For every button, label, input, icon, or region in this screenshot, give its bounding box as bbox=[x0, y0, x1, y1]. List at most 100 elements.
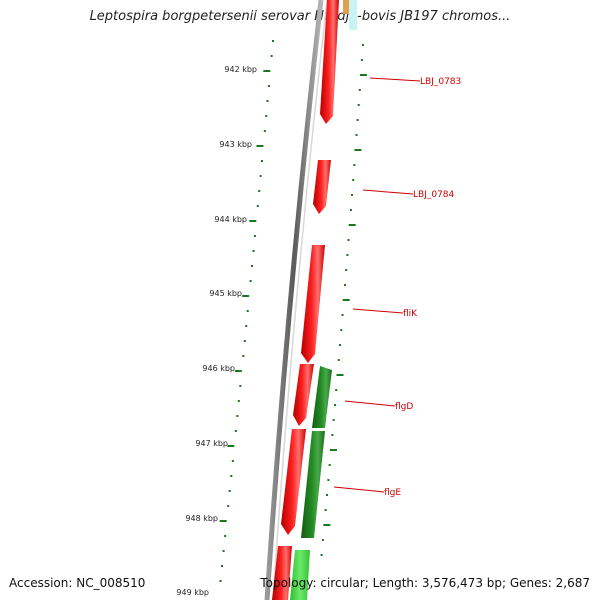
inner-minor-tick bbox=[222, 550, 225, 552]
inner-major-tick bbox=[227, 445, 235, 447]
inner-minor-tick bbox=[228, 490, 231, 492]
outer-major-tick bbox=[354, 149, 362, 151]
inner-minor-tick bbox=[251, 265, 253, 267]
outer-minor-tick bbox=[352, 179, 355, 181]
outer-minor-tick bbox=[334, 404, 336, 406]
outer-minor-tick bbox=[337, 359, 340, 361]
outer-minor-tick bbox=[347, 239, 350, 241]
leader-line-lbj0784 bbox=[362, 189, 414, 195]
outer-minor-tick bbox=[360, 59, 363, 61]
gene-label-lbj0783[interactable]: LBJ_0783 bbox=[420, 77, 461, 87]
top-marker-orange bbox=[343, 0, 349, 14]
chromosome-backbone-highlight bbox=[272, 0, 328, 600]
top-marker-cyan bbox=[349, 0, 357, 30]
kbp-label-944: 944 kbp bbox=[214, 215, 247, 224]
leader-line-flge bbox=[333, 486, 385, 493]
leader-line-lbj0783 bbox=[369, 77, 421, 82]
inner-minor-tick bbox=[221, 565, 223, 567]
kbp-label-947: 947 kbp bbox=[195, 439, 228, 448]
inner-major-tick bbox=[219, 520, 227, 522]
gene-feature-reverse-2[interactable] bbox=[301, 431, 325, 538]
gene-label-flik[interactable]: fliK bbox=[403, 309, 418, 319]
inner-minor-tick bbox=[272, 40, 274, 42]
inner-major-tick bbox=[234, 370, 242, 372]
outer-minor-tick bbox=[346, 254, 349, 256]
outer-minor-tick bbox=[331, 434, 334, 436]
inner-minor-tick bbox=[237, 400, 240, 402]
outer-minor-tick bbox=[326, 494, 328, 496]
inner-minor-tick bbox=[261, 160, 263, 162]
outer-minor-tick bbox=[339, 344, 341, 346]
inner-major-tick bbox=[256, 145, 264, 147]
inner-minor-tick bbox=[249, 280, 252, 282]
inner-minor-tick bbox=[224, 535, 227, 537]
inner-minor-tick bbox=[246, 310, 249, 312]
inner-minor-tick bbox=[236, 415, 239, 417]
inner-minor-tick bbox=[231, 460, 234, 462]
inner-minor-tick bbox=[230, 475, 233, 477]
chromosome-backbone bbox=[264, 0, 324, 600]
outer-minor-tick bbox=[321, 539, 324, 541]
gene-feature-flik[interactable] bbox=[301, 245, 325, 363]
outer-minor-tick bbox=[341, 314, 344, 316]
gene-feature-flge[interactable] bbox=[281, 429, 306, 535]
inner-minor-tick bbox=[239, 385, 242, 387]
leader-line-flik bbox=[352, 308, 404, 314]
inner-minor-tick bbox=[245, 325, 248, 327]
gene-feature-reverse-3[interactable] bbox=[290, 550, 310, 600]
inner-minor-tick bbox=[270, 55, 273, 57]
inner-minor-tick bbox=[219, 580, 222, 582]
accession-info: Accession: NC_008510 bbox=[9, 576, 146, 590]
outer-minor-tick bbox=[349, 209, 352, 211]
inner-major-tick bbox=[242, 295, 250, 297]
gene-feature-lbj0783[interactable] bbox=[320, 0, 339, 124]
outer-minor-tick bbox=[353, 164, 356, 166]
outer-minor-tick bbox=[345, 269, 348, 271]
outer-major-tick bbox=[359, 74, 367, 76]
inner-minor-tick bbox=[263, 130, 266, 132]
outer-minor-tick bbox=[357, 104, 360, 106]
gene-label-flge[interactable]: flgE bbox=[384, 488, 401, 498]
gene-feature-flgd[interactable] bbox=[293, 364, 314, 426]
gene-feature-reverse-1[interactable] bbox=[312, 366, 332, 428]
kbp-label-942: 942 kbp bbox=[224, 65, 257, 74]
outer-minor-tick bbox=[320, 554, 323, 556]
inner-minor-tick bbox=[256, 205, 259, 207]
outer-minor-tick bbox=[351, 194, 353, 196]
kbp-label-948: 948 kbp bbox=[185, 514, 218, 523]
gene-feature-lbj0784[interactable] bbox=[313, 160, 331, 214]
inner-minor-tick bbox=[234, 430, 237, 432]
kbp-label-949: 949 kbp bbox=[176, 588, 209, 597]
inner-minor-tick bbox=[242, 355, 245, 357]
inner-minor-tick bbox=[259, 175, 262, 177]
inner-major-tick bbox=[249, 220, 257, 222]
inner-minor-tick bbox=[258, 190, 261, 192]
gene-label-flgd[interactable]: flgD bbox=[395, 402, 413, 412]
outer-minor-tick bbox=[356, 119, 359, 121]
outer-minor-tick bbox=[327, 479, 330, 481]
outer-minor-tick bbox=[344, 284, 346, 286]
inner-minor-tick bbox=[227, 505, 230, 507]
topology-info: Topology: circular; Length: 3,576,473 bp… bbox=[260, 576, 590, 590]
inner-ruler-ticks bbox=[219, 40, 274, 582]
outer-minor-tick bbox=[355, 134, 358, 136]
inner-major-tick bbox=[263, 70, 271, 72]
gene-label-lbj0784[interactable]: LBJ_0784 bbox=[413, 190, 455, 200]
outer-major-tick bbox=[336, 374, 344, 376]
outer-major-tick bbox=[348, 224, 356, 226]
gene-feature-next-forward[interactable] bbox=[272, 546, 292, 600]
kbp-label-943: 943 kbp bbox=[219, 140, 252, 149]
outer-ruler-ticks bbox=[320, 44, 367, 556]
inner-minor-tick bbox=[253, 235, 256, 237]
map-title: Leptospira borgpetersenii serovar Hardjo… bbox=[89, 9, 511, 24]
inner-minor-tick bbox=[266, 100, 269, 102]
leader-line-flgd bbox=[344, 400, 396, 407]
outer-minor-tick bbox=[335, 389, 338, 391]
inner-minor-tick bbox=[252, 250, 255, 252]
kbp-label-946: 946 kbp bbox=[202, 364, 235, 373]
kbp-label-945: 945 kbp bbox=[209, 289, 242, 298]
outer-minor-tick bbox=[362, 44, 364, 46]
inner-minor-tick bbox=[265, 115, 268, 117]
